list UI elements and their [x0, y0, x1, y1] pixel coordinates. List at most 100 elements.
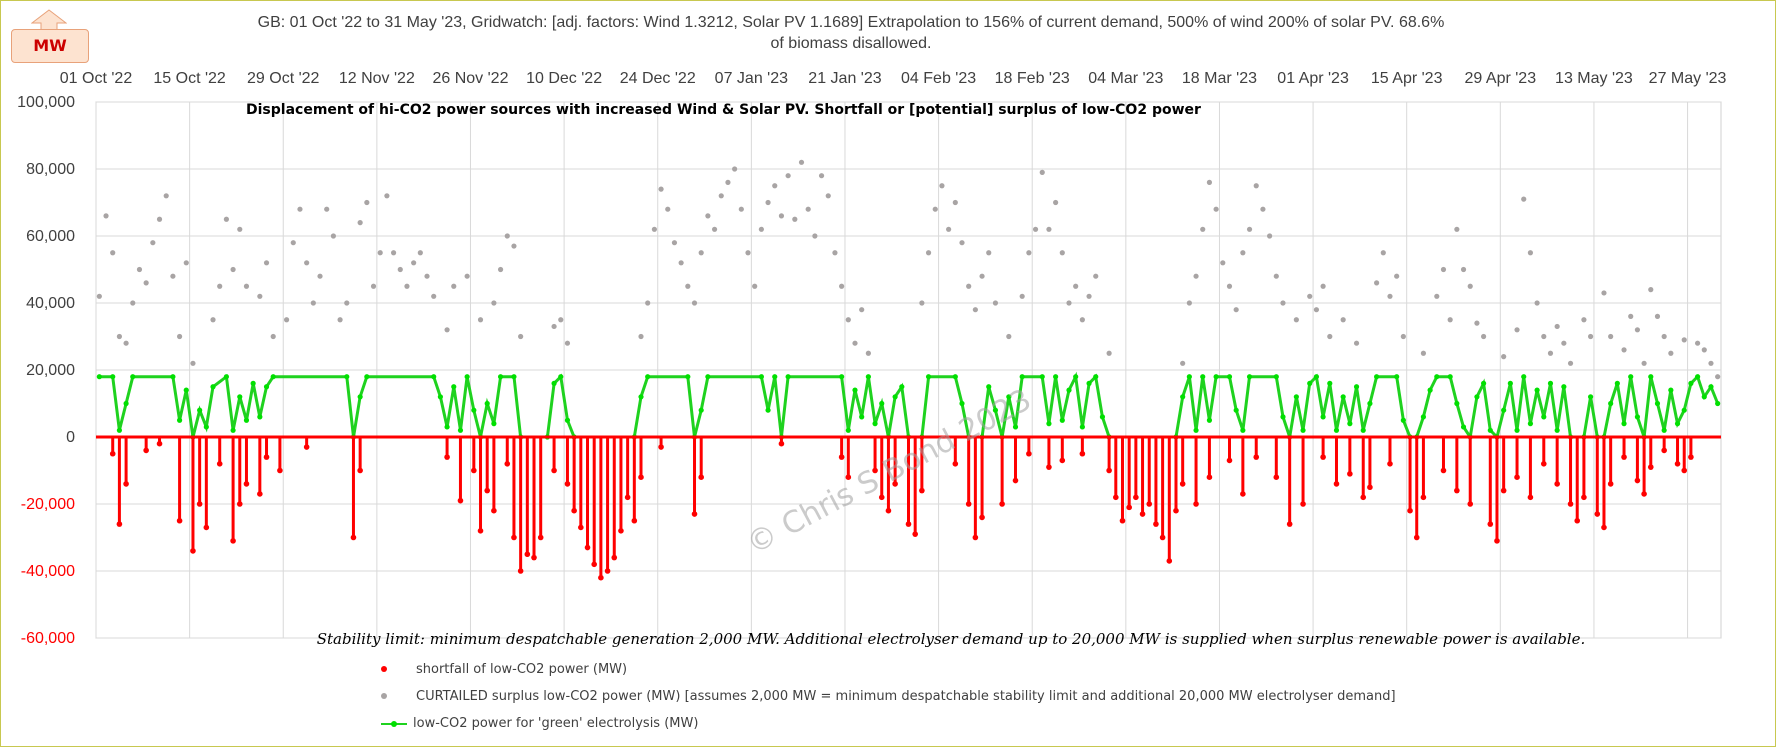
shortfall-point: [1173, 507, 1179, 514]
curtailed-point: [290, 240, 296, 246]
electrolysis-point: [170, 374, 176, 380]
curtailed-point: [1093, 273, 1099, 279]
shortfall-point: [1166, 558, 1173, 564]
curtailed-point: [785, 173, 791, 179]
curtailed-point: [1567, 360, 1574, 366]
shortfall-point: [1119, 517, 1126, 524]
shortfall-point: [1159, 534, 1166, 541]
electrolysis-point: [1501, 407, 1507, 413]
up-arrow-icon: [31, 9, 67, 31]
electrolysis-point: [1454, 400, 1460, 407]
electrolysis-point: [785, 374, 791, 380]
electrolysis-point: [1086, 380, 1092, 386]
curtailed-point: [558, 317, 564, 323]
electrolysis-point: [845, 427, 851, 433]
electrolysis-point: [1434, 374, 1440, 380]
curtailed-point: [925, 250, 932, 256]
legend-label-curtailed: CURTAILED surplus low-CO2 power (MW) [as…: [416, 689, 1396, 704]
curtailed-point: [1046, 226, 1052, 232]
curtailed-point: [330, 233, 336, 239]
curtailed-point: [812, 233, 818, 239]
electrolysis-point: [872, 421, 878, 427]
curtailed-point: [324, 206, 330, 212]
curtailed-point: [156, 216, 163, 222]
curtailed-point: [732, 166, 738, 172]
curtailed-point: [431, 293, 437, 299]
curtailed-point: [130, 300, 136, 306]
electrolysis-point: [1206, 417, 1213, 423]
shortfall-point: [1594, 511, 1601, 517]
curtailed-point: [1394, 273, 1400, 279]
curtailed-point: [1420, 350, 1427, 356]
shortfall-point: [1079, 450, 1086, 457]
electrolysis-point: [444, 424, 450, 430]
curtailed-point: [1026, 250, 1032, 256]
shortfall-point: [885, 507, 892, 514]
electrolysis-point: [1347, 421, 1353, 427]
curtailed-point: [444, 327, 450, 333]
shortfall-point: [584, 544, 591, 551]
curtailed-point: [946, 226, 952, 232]
curtailed-point: [1340, 317, 1346, 323]
curtailed-point: [651, 226, 657, 232]
curtailed-point: [772, 183, 778, 189]
shortfall-point: [564, 481, 571, 487]
electrolysis-point: [1708, 384, 1714, 390]
curtailed-point: [411, 260, 417, 266]
shortfall-point: [257, 491, 263, 497]
electrolysis-point: [1273, 374, 1279, 380]
curtailed-point: [1387, 293, 1393, 299]
electrolysis-point: [96, 374, 102, 380]
curtailed-point: [658, 186, 664, 192]
curtailed-point: [1601, 290, 1607, 296]
shortfall-point: [878, 494, 885, 501]
shortfall-point: [1567, 501, 1574, 507]
electrolysis-point: [1213, 374, 1219, 380]
curtailed-point: [1186, 300, 1192, 306]
curtailed-point: [745, 250, 751, 256]
electrolysis-point: [223, 374, 230, 380]
curtailed-point: [1554, 323, 1560, 330]
shortfall-point: [531, 554, 537, 561]
electrolysis-point: [1561, 384, 1567, 390]
curtailed-point: [665, 206, 671, 212]
curtailed-point: [1668, 350, 1674, 356]
electrolysis-point: [1073, 374, 1079, 380]
curtailed-point: [243, 283, 250, 289]
shortfall-point: [845, 474, 852, 481]
electrolysis-point: [1614, 380, 1620, 386]
curtailed-point: [263, 260, 270, 266]
electrolysis-point: [698, 407, 704, 413]
curtailed-point: [818, 173, 825, 179]
curtailed-point: [150, 240, 156, 246]
curtailed-point: [1073, 283, 1079, 289]
curtailed-point: [1527, 250, 1534, 256]
electrolysis-point: [1374, 374, 1380, 380]
curtailed-point: [237, 226, 243, 232]
curtailed-point: [1440, 266, 1447, 273]
curtailed-point: [1019, 293, 1025, 299]
x-tick-label: 12 Nov '22: [339, 70, 415, 87]
shortfall-point: [1126, 504, 1132, 511]
electrolysis-point: [865, 374, 871, 380]
electrolysis-point: [1587, 394, 1594, 400]
electrolysis-point: [1654, 400, 1661, 407]
electrolysis-point: [1634, 414, 1641, 420]
curtailed-point: [1534, 300, 1540, 306]
curtailed-point: [798, 159, 805, 165]
x-tick-label: 10 Dec '22: [526, 70, 602, 87]
electrolysis-point: [925, 374, 932, 380]
electrolysis-point: [1019, 374, 1025, 380]
curtailed-point: [183, 260, 189, 266]
x-tick-label: 07 Jan '23: [715, 70, 788, 87]
electrolysis-point: [197, 407, 203, 413]
shortfall-point: [1387, 461, 1393, 467]
electrolysis-point: [765, 407, 771, 413]
curtailed-point: [992, 300, 999, 306]
electrolysis-point: [1353, 384, 1360, 390]
electrolysis-point: [1240, 427, 1246, 433]
electrolysis-point: [237, 394, 243, 400]
x-tick-label: 18 Feb '23: [995, 70, 1070, 87]
shortfall-point: [1607, 481, 1614, 487]
electrolysis-point: [1400, 417, 1406, 423]
